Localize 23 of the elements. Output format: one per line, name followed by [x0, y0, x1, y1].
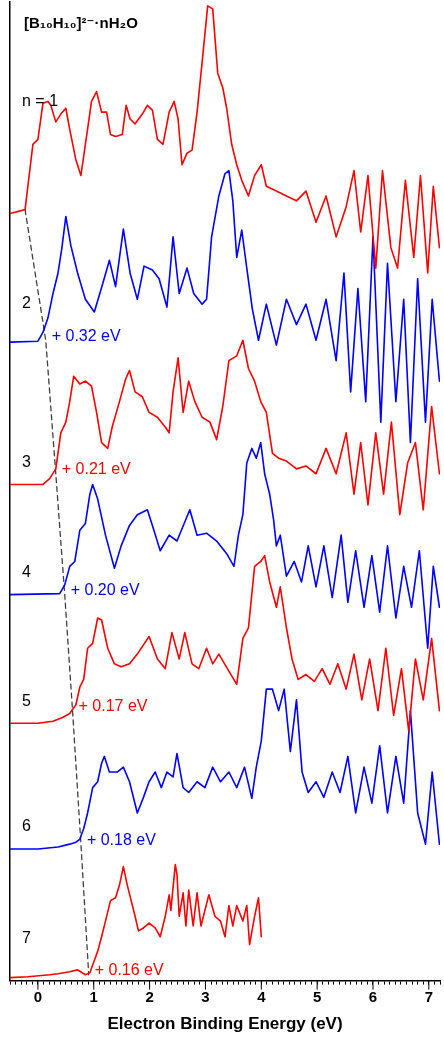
x-tick-label: 1: [89, 987, 98, 1005]
series-label: 3: [22, 452, 31, 470]
x-axis-title: Electron Binding Energy (eV): [107, 1014, 343, 1034]
x-tick-label: 3: [201, 987, 210, 1005]
series-label: 5: [22, 691, 31, 709]
series-label: 2: [22, 293, 31, 311]
x-tick-label: 2: [145, 987, 154, 1005]
annotation: + 0.18 eV: [86, 830, 157, 848]
annotation: + 0.21 eV: [61, 460, 132, 478]
annotation: + 0.32 eV: [51, 326, 122, 344]
x-tick-label: 5: [312, 987, 322, 1005]
x-tick-label: 7: [424, 987, 433, 1005]
x-tick-label: 0: [33, 987, 43, 1005]
x-tick-label: 4: [257, 987, 267, 1005]
series-label: 7: [22, 929, 31, 947]
annotation: + 0.17 eV: [78, 697, 148, 715]
series-label: 6: [22, 817, 31, 835]
annotation: + 0.20 eV: [70, 581, 140, 599]
text: [B₁₀H₁₀]²⁻·nH₂O: [24, 14, 139, 32]
series-label: n = 1: [22, 91, 59, 109]
annotation: + 0.16 eV: [94, 961, 165, 979]
series-label: 4: [22, 563, 31, 581]
x-tick-label: 6: [368, 987, 378, 1005]
